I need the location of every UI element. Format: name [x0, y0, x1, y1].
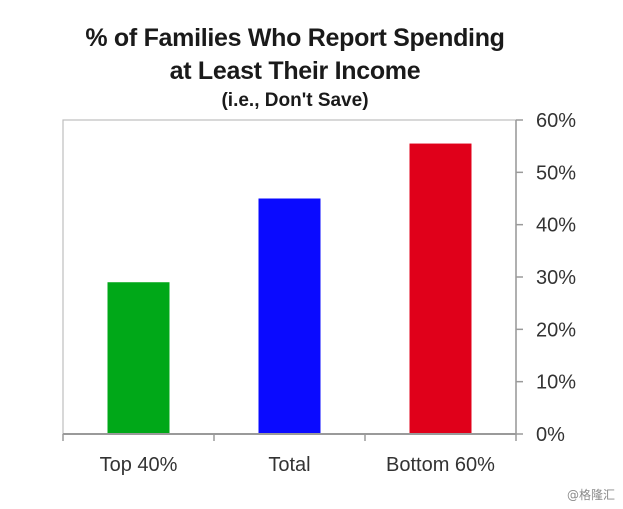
y-tick-label: 50%	[536, 162, 576, 184]
y-tick-label: 30%	[536, 267, 576, 289]
x-tick-label: Bottom 60%	[386, 454, 495, 476]
watermark: @格隆汇	[566, 488, 615, 502]
bars-group	[107, 143, 472, 435]
chart-title-line-1: % of Families Who Report Spending	[85, 24, 505, 52]
bar-total	[258, 198, 321, 434]
y-tick-label: 40%	[536, 215, 576, 237]
x-tick-label: Top 40%	[100, 454, 178, 476]
chart-title-block: % of Families Who Report Spending at Lea…	[0, 22, 590, 114]
y-axis: 0% 10% 20% 30% 40% 50% 60%	[515, 110, 576, 446]
y-tick-label: 60%	[536, 110, 576, 132]
y-tick-label: 10%	[536, 372, 576, 394]
x-tick-label: Total	[268, 454, 310, 476]
bar-top-40	[107, 282, 170, 434]
bar-bottom-60	[409, 143, 472, 435]
chart-title-line-2: at Least Their Income	[169, 57, 421, 85]
chart-subtitle: (i.e., Don't Save)	[221, 90, 369, 111]
y-tick-label: 0%	[536, 424, 565, 446]
y-tick-label: 20%	[536, 319, 576, 341]
x-axis: Top 40% Total Bottom 60%	[62, 433, 517, 476]
